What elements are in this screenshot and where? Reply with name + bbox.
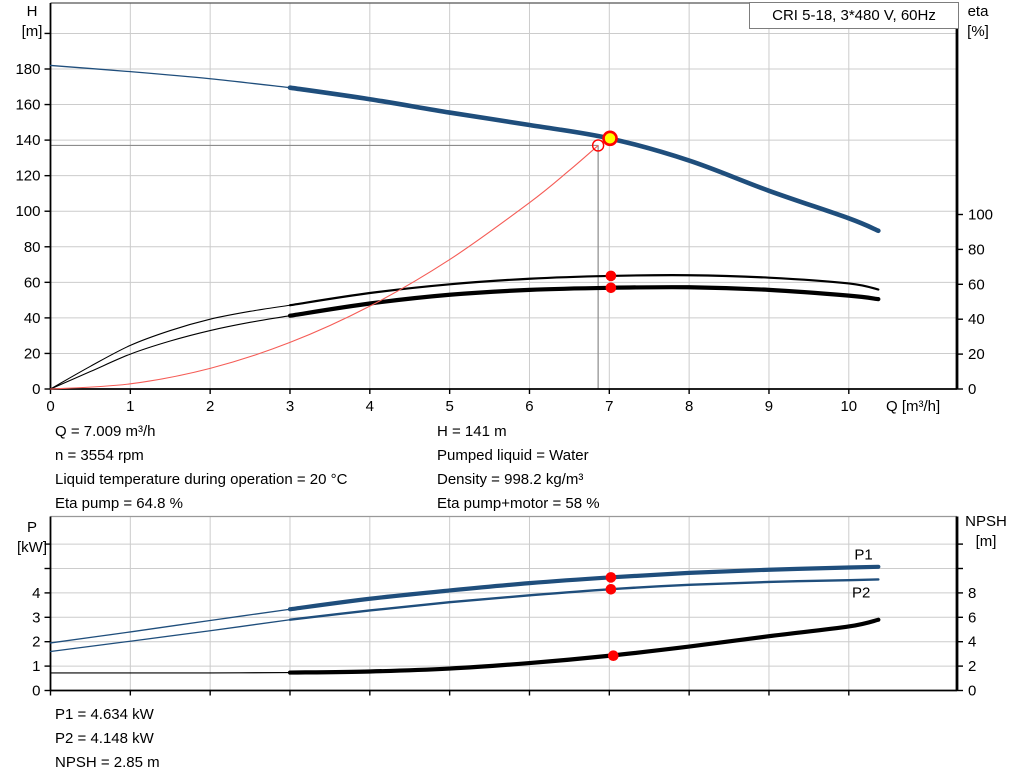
pump-title-box: CRI 5-18, 3*480 V, 60Hz	[749, 2, 959, 29]
info-eta-pump: Eta pump = 64.8 %	[55, 495, 183, 512]
eta-axis-unit: [%]	[967, 23, 989, 40]
y-axis-left-tick-label: 20	[24, 345, 41, 362]
marker-operating-point[interactable]	[602, 130, 618, 147]
series-P1-curve-thin	[49, 608, 291, 644]
pump-title: CRI 5-18, 3*480 V, 60Hz	[772, 7, 936, 24]
x-axis-tick-label: 1	[126, 398, 134, 415]
y-axis-right-tick-label: 20	[968, 346, 985, 363]
x-axis-tick-label: 10	[840, 398, 857, 415]
info-head: H = 141 m	[437, 423, 507, 440]
npsh-axis-symbol: NPSH	[965, 513, 1007, 530]
series-eta-pump-curve-thin	[49, 304, 291, 390]
result-p1: P1 = 4.634 kW	[55, 706, 154, 723]
y-axis-left-tick-label: 4	[32, 585, 40, 602]
x-axis-tick-label: 0	[46, 398, 54, 415]
series-P2-curve-thin	[49, 619, 291, 653]
x-axis-tick-label: 7	[605, 398, 613, 415]
y-axis-right-tick-label: 4	[968, 634, 976, 651]
npsh-axis-unit-label: NPSH [m]	[956, 512, 1016, 552]
duty-info-left-column: Q = 7.009 m³/h n = 3554 rpm Liquid tempe…	[55, 420, 347, 516]
series-label-P2: P2	[852, 585, 870, 602]
power-axis-unit-label: P [kW]	[12, 518, 52, 558]
result-p2: P2 = 4.148 kW	[55, 730, 154, 747]
y-axis-right-tick-label: 8	[968, 585, 976, 602]
result-info-block: P1 = 4.634 kW P2 = 4.148 kW NPSH = 2.85 …	[55, 703, 160, 775]
y-axis-right-tick-label: 100	[968, 207, 993, 224]
y-axis-right-tick-label: 40	[968, 311, 985, 328]
info-liquid-temperature: Liquid temperature during operation = 20…	[55, 471, 348, 488]
y-axis-right-tick-label: 80	[968, 241, 985, 258]
power-axis-symbol: P	[26, 519, 37, 536]
x-axis-tick-label: 9	[765, 398, 773, 415]
series-P1-curve	[287, 564, 881, 612]
series-eta-pump-motor-curve-thin	[49, 315, 291, 390]
y-axis-left-tick-label: 0	[32, 683, 40, 700]
marker-duty-request-point	[591, 139, 605, 152]
flow-axis-label: Q [m³/h]	[886, 398, 941, 415]
x-axis-tick-label: 3	[286, 398, 294, 415]
marker-npsh-duty-dot	[608, 650, 619, 662]
y-axis-left-tick-label: 100	[15, 203, 40, 220]
series-head-curve-thin	[49, 64, 291, 89]
series-NPSH-curve	[287, 617, 881, 675]
x-axis-tick-label: 5	[445, 398, 453, 415]
x-axis-tick-label: 8	[685, 398, 693, 415]
npsh-axis-unit: [m]	[975, 533, 997, 550]
y-axis-right-tick-label: 60	[968, 276, 985, 293]
y-axis-left-tick-label: 2	[32, 634, 40, 651]
x-axis-tick-label: 6	[525, 398, 533, 415]
marker-p2-duty-dot	[605, 583, 617, 595]
duty-info-right-column: H = 141 m Pumped liquid = Water Density …	[437, 420, 600, 516]
eta-axis-symbol: eta	[967, 3, 989, 20]
series-label-P1: P1	[854, 546, 872, 563]
y-axis-left-tick-label: 40	[24, 310, 41, 327]
y-axis-left-tick-label: 80	[24, 239, 41, 256]
y-axis-left-tick-label: 120	[15, 168, 40, 185]
y-axis-right-tick-label: 2	[968, 658, 976, 675]
power-axis-unit: [kW]	[17, 539, 47, 556]
info-pumped-liquid: Pumped liquid = Water	[437, 447, 589, 464]
marker-p1-duty-dot	[605, 572, 617, 583]
y-axis-right-tick-label: 0	[968, 683, 976, 700]
y-axis-left-tick-label: 1	[32, 658, 40, 675]
series-system-curve-thin	[49, 144, 599, 390]
y-axis-right-tick-label: 6	[968, 609, 976, 626]
result-npsh: NPSH = 2.85 m	[55, 754, 160, 771]
y-axis-left-tick-label: 160	[15, 97, 40, 114]
y-axis-right-tick-label: 0	[968, 381, 976, 398]
head-axis-unit-label: H [m]	[12, 2, 52, 42]
y-axis-left-tick-label: 140	[15, 132, 40, 149]
x-axis-tick-label: 4	[366, 398, 374, 415]
info-density: Density = 998.2 kg/m³	[437, 471, 584, 488]
head-axis-symbol: H	[26, 3, 38, 20]
info-flow: Q = 7.009 m³/h	[55, 423, 156, 440]
y-axis-left-tick-label: 3	[32, 609, 40, 626]
y-axis-left-tick-label: 0	[32, 381, 40, 398]
marker-eta-pump-duty-dot	[605, 270, 617, 282]
series-head-curve	[287, 85, 881, 234]
x-axis-tick-label: 2	[206, 398, 214, 415]
marker-eta-pump-motor-duty-dot	[605, 282, 617, 294]
info-eta-pump-motor: Eta pump+motor = 58 %	[437, 495, 600, 512]
y-axis-left-tick-label: 60	[24, 274, 41, 291]
info-speed: n = 3554 rpm	[55, 447, 144, 464]
head-axis-unit: [m]	[21, 23, 43, 40]
eta-axis-unit-label: eta [%]	[958, 2, 998, 42]
y-axis-left-tick-label: 180	[15, 61, 40, 78]
